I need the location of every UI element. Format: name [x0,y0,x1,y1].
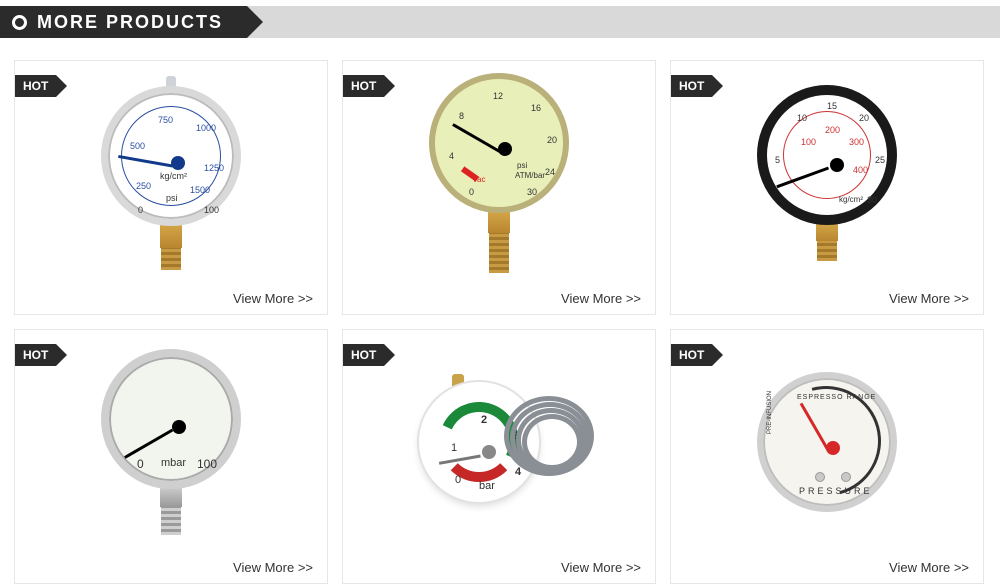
view-more-link[interactable]: View More >> [671,285,983,314]
hot-badge: HOT [15,344,56,366]
product-card[interactable]: HOT 0 100 mbar View More >> [14,329,328,584]
product-card[interactable]: HOT 250 500 750 1000 1250 1500 0 100 kg/… [14,60,328,315]
pressure-gauge-icon: 0 4 8 12 16 20 24 30 ATM/bar psi vac [424,73,574,273]
header-title: MORE PRODUCTS [37,12,223,33]
pressure-gauge-icon: 5 10 15 20 25 30 100 200 300 400 kg/cm² [752,85,902,261]
bullet-ring-icon [12,15,27,30]
hot-badge: HOT [343,75,384,97]
hot-badge: HOT [15,75,56,97]
product-card[interactable]: HOT ESPRESSO RANGE PRE-INFUSION PRESSURE… [670,329,984,584]
hot-badge: HOT [671,344,712,366]
view-more-link[interactable]: View More >> [343,285,655,314]
product-card[interactable]: HOT 0 4 8 12 16 20 24 30 ATM/bar psi vac [342,60,656,315]
capillary-tube-icon [498,392,618,492]
hot-badge: HOT [343,344,384,366]
section-header: MORE PRODUCTS [0,0,1000,38]
header-stripe [247,6,1000,38]
pressure-gauge-icon: ESPRESSO RANGE PRE-INFUSION PRESSURE [752,372,902,512]
product-grid: HOT 250 500 750 1000 1250 1500 0 100 kg/… [0,38,1000,584]
view-more-link[interactable]: View More >> [343,554,655,583]
product-card[interactable]: HOT 0 1 2 3 4 bar [342,329,656,584]
view-more-link[interactable]: View More >> [15,554,327,583]
hot-badge: HOT [671,75,712,97]
pressure-gauge-icon: 0 1 2 3 4 bar [404,382,554,502]
pressure-gauge-icon: 250 500 750 1000 1250 1500 0 100 kg/cm² … [96,76,246,270]
view-more-link[interactable]: View More >> [671,554,983,583]
pressure-gauge-icon: 0 100 mbar [96,349,246,535]
view-more-link[interactable]: View More >> [15,285,327,314]
product-card[interactable]: HOT 5 10 15 20 25 30 100 200 300 400 kg/… [670,60,984,315]
header-title-chip: MORE PRODUCTS [0,6,247,38]
